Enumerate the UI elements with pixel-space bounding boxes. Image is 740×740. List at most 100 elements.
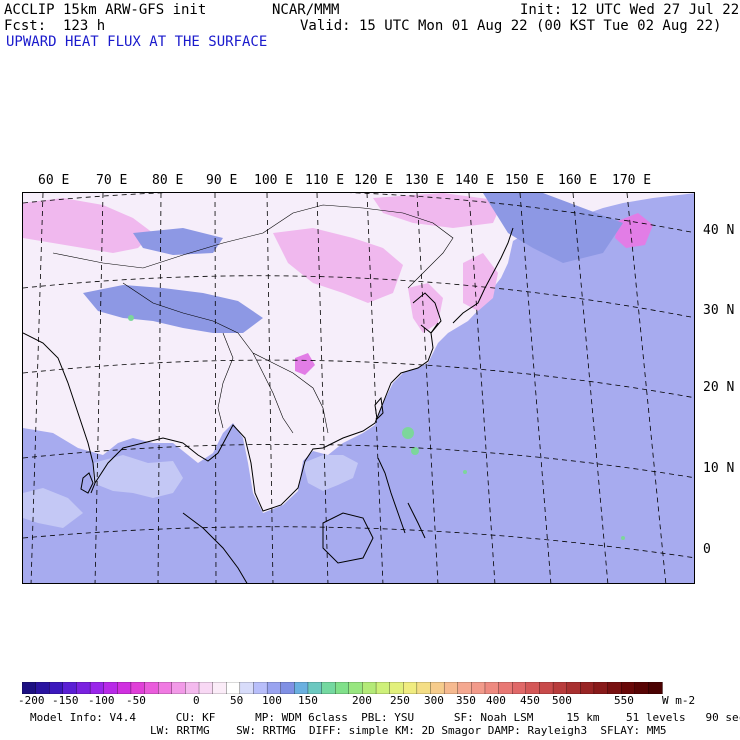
colorbar-swatch (226, 682, 241, 694)
borders-asia (52, 204, 454, 434)
colorbar-tick: 400 (486, 694, 506, 707)
map-canvas (23, 193, 694, 583)
forecast-hour: Fcst: 123 h (4, 18, 106, 34)
colorbar-tick: 350 (456, 694, 476, 707)
lon-label-90e: 90 E (206, 173, 238, 188)
northwest-pacific-blue (483, 193, 623, 263)
coastline-china (322, 322, 439, 449)
colorbar-swatch (35, 682, 50, 694)
colorbar-swatch (76, 682, 91, 694)
colorbar-swatch (634, 682, 650, 694)
colorbar-swatch (621, 682, 636, 694)
colorbar-tick: 450 (520, 694, 540, 707)
colorbar-swatch (185, 682, 200, 694)
china-magenta-spot (295, 353, 315, 375)
colorbar-swatch (253, 682, 268, 694)
colorbar-swatch (484, 682, 500, 694)
colorbar-swatch (471, 682, 486, 694)
indian-ocean (23, 193, 694, 583)
coastline-taiwan (374, 396, 384, 421)
colorbar-swatch (307, 682, 323, 694)
pacific-magenta-spot (615, 213, 653, 248)
lat-label-20n: 20 N (703, 380, 735, 395)
colorbar-tick: -100 (88, 694, 115, 707)
hotspot-himalaya (128, 315, 134, 321)
colorbar-swatch (580, 682, 595, 694)
colorbar-swatch (266, 682, 282, 694)
colorbar-swatch (144, 682, 159, 694)
coastline-sri-lanka (80, 472, 94, 494)
colorbar-swatch (457, 682, 473, 694)
lon-label-100e: 100 E (254, 173, 294, 188)
colorbar-swatch (158, 682, 173, 694)
colorbar-tick: 150 (298, 694, 318, 707)
colorbar-tick: 550 (614, 694, 634, 707)
colorbar-swatch (389, 682, 404, 694)
coastline-borneo (322, 512, 374, 564)
colorbar-tick: 500 (552, 694, 572, 707)
colorbar-swatch (335, 682, 350, 694)
lat-label-30n: 30 N (703, 303, 735, 318)
colorbar-swatch (280, 682, 295, 694)
colorbar-swatch (212, 682, 227, 694)
colorbar-swatch (525, 682, 541, 694)
colorbar-swatch (648, 682, 663, 694)
lon-label-150e: 150 E (505, 173, 545, 188)
lat-label-eq: 0 (703, 542, 711, 557)
colorbar-unit: W m-2 (662, 694, 696, 707)
colorbar-tick: -50 (126, 694, 146, 707)
lon-label-170e: 170 E (612, 173, 652, 188)
coastline-indochina (182, 424, 324, 512)
colorbar-swatch (321, 682, 336, 694)
colorbar-swatch (89, 682, 105, 694)
colorbar-tick: 50 (230, 694, 244, 707)
hotspot-philippine-sea-1 (402, 427, 414, 439)
colorbar-swatch (117, 682, 132, 694)
lon-label-110e: 110 E (305, 173, 345, 188)
colorbar-swatch (130, 682, 146, 694)
coastline-india (23, 332, 184, 494)
graticule (23, 193, 694, 583)
model-info-line-1: Model Info: V4.4 CU: KF MP: WDM 6class P… (30, 711, 740, 724)
colorbar-swatch (539, 682, 554, 694)
coastline-sumatra (182, 512, 248, 583)
lon-label-130e: 130 E (405, 173, 445, 188)
south-china-sea-light (303, 455, 358, 491)
colorbar-swatch (375, 682, 391, 694)
lon-label-120e: 120 E (354, 173, 394, 188)
lon-label-70e: 70 E (96, 173, 128, 188)
colorbar-tick: -200 (18, 694, 45, 707)
colorbar-swatch (22, 682, 37, 694)
colorbar-tick: -150 (52, 694, 79, 707)
colorbar-swatch (239, 682, 255, 694)
lon-label-160e: 160 E (558, 173, 598, 188)
coastline-korea (412, 292, 442, 334)
colorbar-swatch (62, 682, 78, 694)
colorbar-swatch (430, 682, 445, 694)
lat-label-10n: 10 N (703, 461, 735, 476)
colorbar-tick: 200 (352, 694, 372, 707)
colorbar-swatch (362, 682, 377, 694)
colorbar-swatch (294, 682, 309, 694)
mongolia-blue (133, 228, 223, 255)
colorbar (22, 682, 663, 694)
colorbar-swatch (403, 682, 418, 694)
valid-time: Valid: 15 UTC Mon 01 Aug 22 (00 KST Tue … (300, 18, 722, 34)
colorbar-swatch (348, 682, 364, 694)
lon-label-140e: 140 E (455, 173, 495, 188)
siberia-pink-patch (373, 193, 503, 228)
lon-label-60e: 60 E (38, 173, 70, 188)
lon-label-80e: 80 E (152, 173, 184, 188)
heat-flux-map (22, 192, 695, 584)
colorbar-swatch (198, 682, 214, 694)
hotspot-philippine-sea-2 (411, 447, 419, 455)
japan-pink-patch (463, 253, 498, 311)
lat-label-40n: 40 N (703, 223, 735, 238)
colorbar-tick: 300 (424, 694, 444, 707)
coastline-japan (452, 227, 514, 324)
colorbar-tick: 100 (262, 694, 282, 707)
colorbar-swatch (498, 682, 513, 694)
colorbar-tick: 250 (390, 694, 410, 707)
colorbar-swatch (512, 682, 527, 694)
center-title: NCAR/MMM (272, 2, 340, 18)
